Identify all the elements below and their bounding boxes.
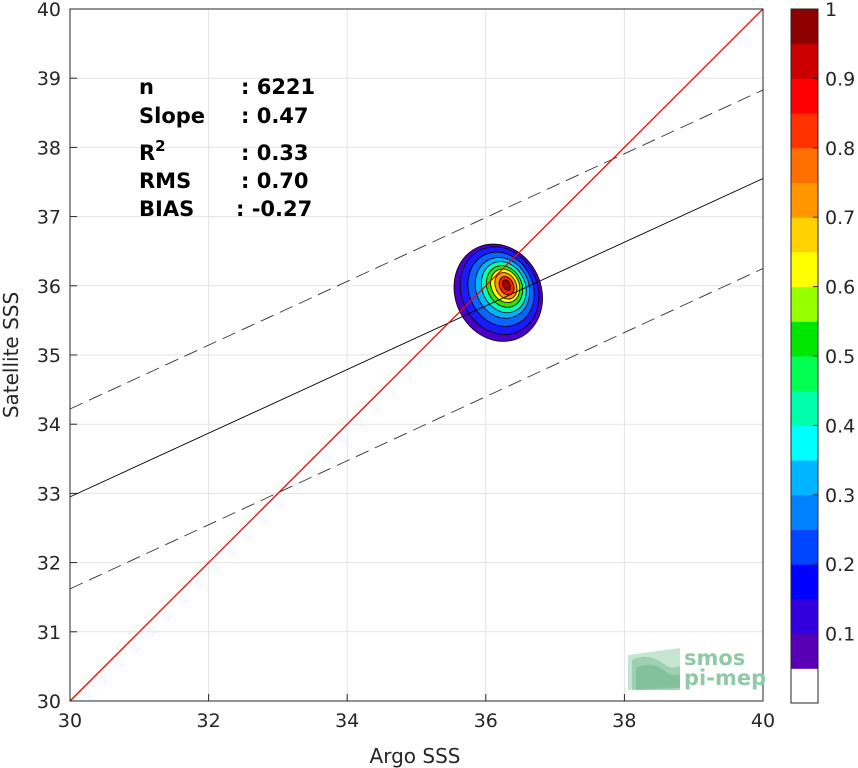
y-tick-label: 40	[37, 0, 61, 21]
x-tick-label: 38	[612, 710, 636, 732]
colorbar-segment	[791, 286, 818, 322]
colorbar-segment	[791, 43, 818, 79]
colorbar-tick-label: 0.8	[825, 138, 855, 160]
stat-value: : 0.70	[241, 169, 309, 193]
colorbar-tick-label: 0.7	[825, 207, 855, 229]
colorbar-segment	[791, 529, 818, 565]
colorbar-segment	[791, 598, 818, 635]
y-tick-label: 31	[37, 622, 61, 644]
fit-lines	[69, 8, 764, 702]
x-tick-label: 40	[751, 710, 775, 732]
stat-label-superscript: 2	[155, 137, 165, 155]
colorbar-segment	[791, 425, 818, 461]
colorbar-segment	[791, 390, 818, 426]
stat-value: : 0.47	[241, 104, 309, 128]
colorbar-segment	[791, 217, 818, 253]
x-tick-label: 34	[335, 710, 359, 732]
stat-value: : 0.33	[241, 141, 309, 165]
regression-bound-line	[69, 89, 764, 410]
density-contour-level	[502, 279, 511, 291]
y-axis-label: Satellite SSS	[0, 292, 23, 418]
x-axis-label: Argo SSS	[370, 744, 461, 768]
identity-line	[69, 8, 764, 702]
x-tick-label: 30	[58, 710, 82, 732]
x-tick-label: 36	[474, 710, 498, 732]
colorbar-segment	[791, 182, 818, 218]
y-tick-label: 32	[37, 553, 61, 575]
colorbar-segment	[791, 147, 818, 183]
colorbar-tick-label: 0.9	[825, 68, 855, 90]
stat-label: RMS	[139, 169, 191, 193]
colorbar-tick-label: 1	[825, 0, 837, 21]
colorbar-segment	[791, 321, 818, 357]
y-tick-label: 39	[37, 68, 61, 90]
y-tick-label: 36	[37, 276, 61, 298]
colorbar-tick-label: 0.2	[825, 554, 855, 576]
colorbar-tick-label: 0.3	[825, 485, 855, 507]
density-contours	[453, 243, 543, 342]
y-axis-ticks: 30 31 32 33 34 35 36 37 38 39 40	[37, 0, 77, 713]
colorbar-tick-label: 0.4	[825, 415, 855, 437]
colorbar-segment	[791, 251, 818, 288]
colorbar-tick-label: 0.5	[825, 346, 855, 368]
logo-line2: pi-mep	[684, 666, 766, 690]
regression-bound-lines	[69, 89, 764, 590]
wave-logo-icon	[628, 648, 680, 690]
stat-value: : -0.27	[236, 197, 312, 221]
colorbar-segment	[791, 113, 818, 149]
colorbar-segment	[791, 494, 818, 530]
colorbar-tick-label: 0.6	[825, 277, 855, 299]
colorbar-segment	[791, 356, 818, 392]
stat-label: R2	[139, 137, 166, 165]
y-tick-label: 37	[37, 207, 61, 229]
regression-line	[69, 178, 764, 498]
colorbar-segment	[791, 78, 818, 114]
x-tick-label: 32	[197, 710, 221, 732]
stat-label: Slope	[139, 104, 205, 128]
colorbar-segment	[791, 9, 818, 45]
statistics-box: n : 6221 Slope : 0.47 R2 : 0.33 RMS : 0.70 BIAS:…	[139, 75, 315, 221]
smos-pi-mep-logo: smos pi-mep	[628, 646, 766, 690]
colorbar-segment	[791, 668, 818, 704]
stat-label: BIAS	[139, 197, 194, 221]
colorbar	[790, 8, 819, 704]
colorbar-segment	[791, 460, 818, 496]
colorbar-ticks: 0.1 0.2 0.3 0.4 0.5 0.6 0.7 0.8 0.9 1	[813, 0, 855, 646]
x-axis-ticks: 30 32 34 36 38 40	[58, 694, 775, 732]
y-tick-label: 35	[37, 345, 61, 367]
stat-value: : 6221	[241, 75, 315, 99]
colorbar-tick-label: 0.1	[825, 624, 855, 646]
colorbar-segment	[791, 633, 818, 669]
y-tick-label: 33	[37, 483, 61, 505]
regression-bound-line	[69, 268, 764, 590]
y-tick-label: 30	[37, 691, 61, 713]
y-tick-label: 38	[37, 137, 61, 159]
logo-line1: smos	[684, 646, 745, 670]
y-tick-label: 34	[37, 414, 61, 436]
stat-label: n	[139, 75, 154, 99]
colorbar-segment	[791, 564, 818, 600]
